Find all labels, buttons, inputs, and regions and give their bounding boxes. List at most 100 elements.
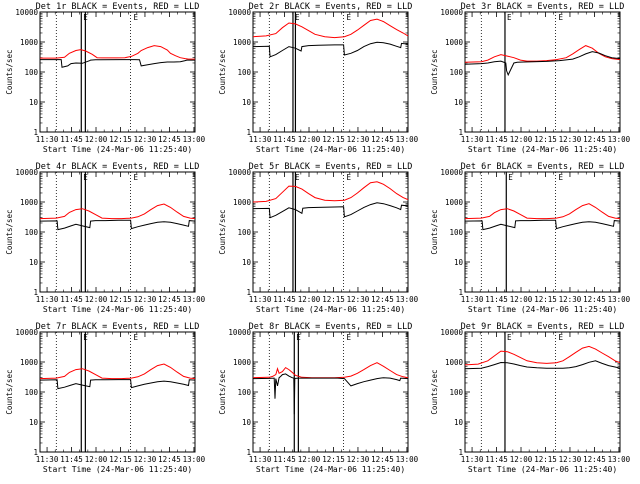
x-tick-label: 12:15: [109, 295, 132, 304]
x-tick-label: 12:15: [322, 455, 345, 464]
series-events-line: [464, 51, 621, 77]
y-tick-label: 10000: [15, 8, 38, 17]
x-tick-label: 13:00: [396, 455, 419, 464]
x-tick-label: 13:00: [608, 295, 631, 304]
y-tick-label: 1000: [445, 358, 464, 367]
y-axis-label: Counts/sec: [5, 369, 14, 414]
panel-title: Det 7r BLACK = Events, RED = LLD: [36, 322, 200, 332]
x-axis-label: Start Time (24-Mar-06 11:25:40): [43, 465, 192, 474]
x-tick-label: 12:45: [158, 135, 181, 144]
panel-title: Det 9r BLACK = Events, RED = LLD: [461, 322, 625, 332]
y-tick-label: 10000: [228, 168, 251, 177]
x-tick-label: 13:00: [183, 135, 206, 144]
series-lld-line: [252, 18, 409, 39]
series-lld-line: [252, 181, 409, 203]
y-tick-label: 1000: [233, 358, 252, 367]
y-tick-label: 10000: [15, 328, 38, 337]
marker-label: E: [83, 173, 88, 182]
x-tick-label: 11:30: [36, 455, 59, 464]
x-tick-label: 11:45: [485, 135, 508, 144]
y-tick-label: 1000: [233, 198, 252, 207]
plot-frame: [464, 171, 621, 293]
marker-label: E: [507, 13, 512, 22]
y-axis-label: Counts/sec: [5, 209, 14, 254]
y-tick-label: 100: [449, 388, 463, 397]
y-axis-label: Counts/sec: [218, 49, 227, 94]
x-axis-label: Start Time (24-Mar-06 11:25:40): [256, 305, 405, 314]
marker-label: E: [295, 173, 300, 182]
y-tick-label: 100: [24, 388, 38, 397]
panel-det-1: Det 1r BLACK = Events, RED = LLD 1 10 100 10…: [5, 2, 206, 154]
x-tick-label: 12:30: [347, 455, 370, 464]
x-tick-label: 12:45: [583, 135, 606, 144]
x-tick-label: 12:15: [534, 455, 557, 464]
y-tick-label: 1: [33, 288, 38, 297]
x-axis-label: Start Time (24-Mar-06 11:25:40): [43, 145, 192, 154]
x-tick-label: 11:45: [60, 455, 83, 464]
y-tick-label: 1: [246, 128, 251, 137]
x-tick-label: 12:30: [134, 455, 157, 464]
x-tick-label: 12:45: [158, 295, 181, 304]
y-tick-label: 10000: [228, 8, 251, 17]
x-tick-label: 12:45: [371, 135, 394, 144]
panel-det-4: Det 4r BLACK = Events, RED = LLD 1 10 100 10…: [5, 162, 206, 314]
plot-frame: [39, 171, 196, 293]
y-tick-label: 10: [242, 258, 252, 267]
y-tick-label: 1: [458, 448, 463, 457]
y-axis-label: Counts/sec: [5, 49, 14, 94]
x-tick-label: 12:30: [347, 295, 370, 304]
marker-label: E: [83, 13, 88, 22]
marker-label: E: [134, 333, 139, 342]
x-tick-label: 11:30: [36, 135, 59, 144]
x-axis-label: Start Time (24-Mar-06 11:25:40): [468, 465, 617, 474]
x-tick-label: 12:30: [134, 295, 157, 304]
marker-label: E: [559, 173, 564, 182]
series-events-line: [252, 373, 409, 415]
marker-label: E: [347, 13, 352, 22]
x-tick-label: 12:45: [371, 295, 394, 304]
x-tick-label: 13:00: [396, 135, 419, 144]
x-tick-label: 11:30: [461, 295, 484, 304]
panel-det-5: Det 5r BLACK = Events, RED = LLD 1 10 100 10…: [218, 162, 419, 314]
x-tick-label: 11:45: [485, 455, 508, 464]
series-lld-line: [40, 45, 195, 60]
marker-label: E: [296, 333, 301, 342]
panel-title: Det 8r BLACK = Events, RED = LLD: [249, 322, 413, 332]
y-tick-label: 1: [458, 288, 463, 297]
panel-title: Det 6r BLACK = Events, RED = LLD: [461, 162, 625, 172]
x-tick-label: 11:45: [60, 135, 83, 144]
x-axis-label: Start Time (24-Mar-06 11:25:40): [468, 305, 617, 314]
y-axis-label: Counts/sec: [218, 369, 227, 414]
x-tick-label: 13:00: [183, 455, 206, 464]
y-tick-label: 1000: [20, 198, 39, 207]
x-tick-label: 11:45: [273, 295, 296, 304]
y-tick-label: 1: [246, 288, 251, 297]
marker-label: E: [559, 13, 564, 22]
series-events-line: [252, 41, 409, 58]
x-tick-label: 11:30: [249, 455, 272, 464]
y-tick-label: 100: [237, 388, 251, 397]
marker-label: E: [347, 333, 352, 342]
plot-frame: [39, 331, 196, 453]
panel-det-3: Det 3r BLACK = Events, RED = LLD 1 10 100 10…: [430, 2, 631, 154]
x-tick-label: 12:30: [347, 135, 370, 144]
y-tick-label: 10: [242, 418, 252, 427]
x-tick-label: 13:00: [396, 295, 419, 304]
x-axis-label: Start Time (24-Mar-06 11:25:40): [256, 145, 405, 154]
y-axis-label: Counts/sec: [430, 49, 439, 94]
x-axis-label: Start Time (24-Mar-06 11:25:40): [43, 305, 192, 314]
y-tick-label: 10: [454, 258, 464, 267]
x-tick-label: 12:00: [298, 455, 321, 464]
x-tick-label: 12:30: [559, 295, 582, 304]
x-tick-label: 12:15: [534, 295, 557, 304]
x-tick-label: 12:00: [510, 135, 533, 144]
y-tick-label: 100: [449, 228, 463, 237]
x-tick-label: 13:00: [183, 295, 206, 304]
panel-title: Det 1r BLACK = Events, RED = LLD: [36, 2, 200, 12]
x-tick-label: 11:30: [461, 135, 484, 144]
y-tick-label: 10: [242, 98, 252, 107]
y-tick-label: 1000: [20, 38, 39, 47]
x-tick-label: 12:00: [510, 455, 533, 464]
